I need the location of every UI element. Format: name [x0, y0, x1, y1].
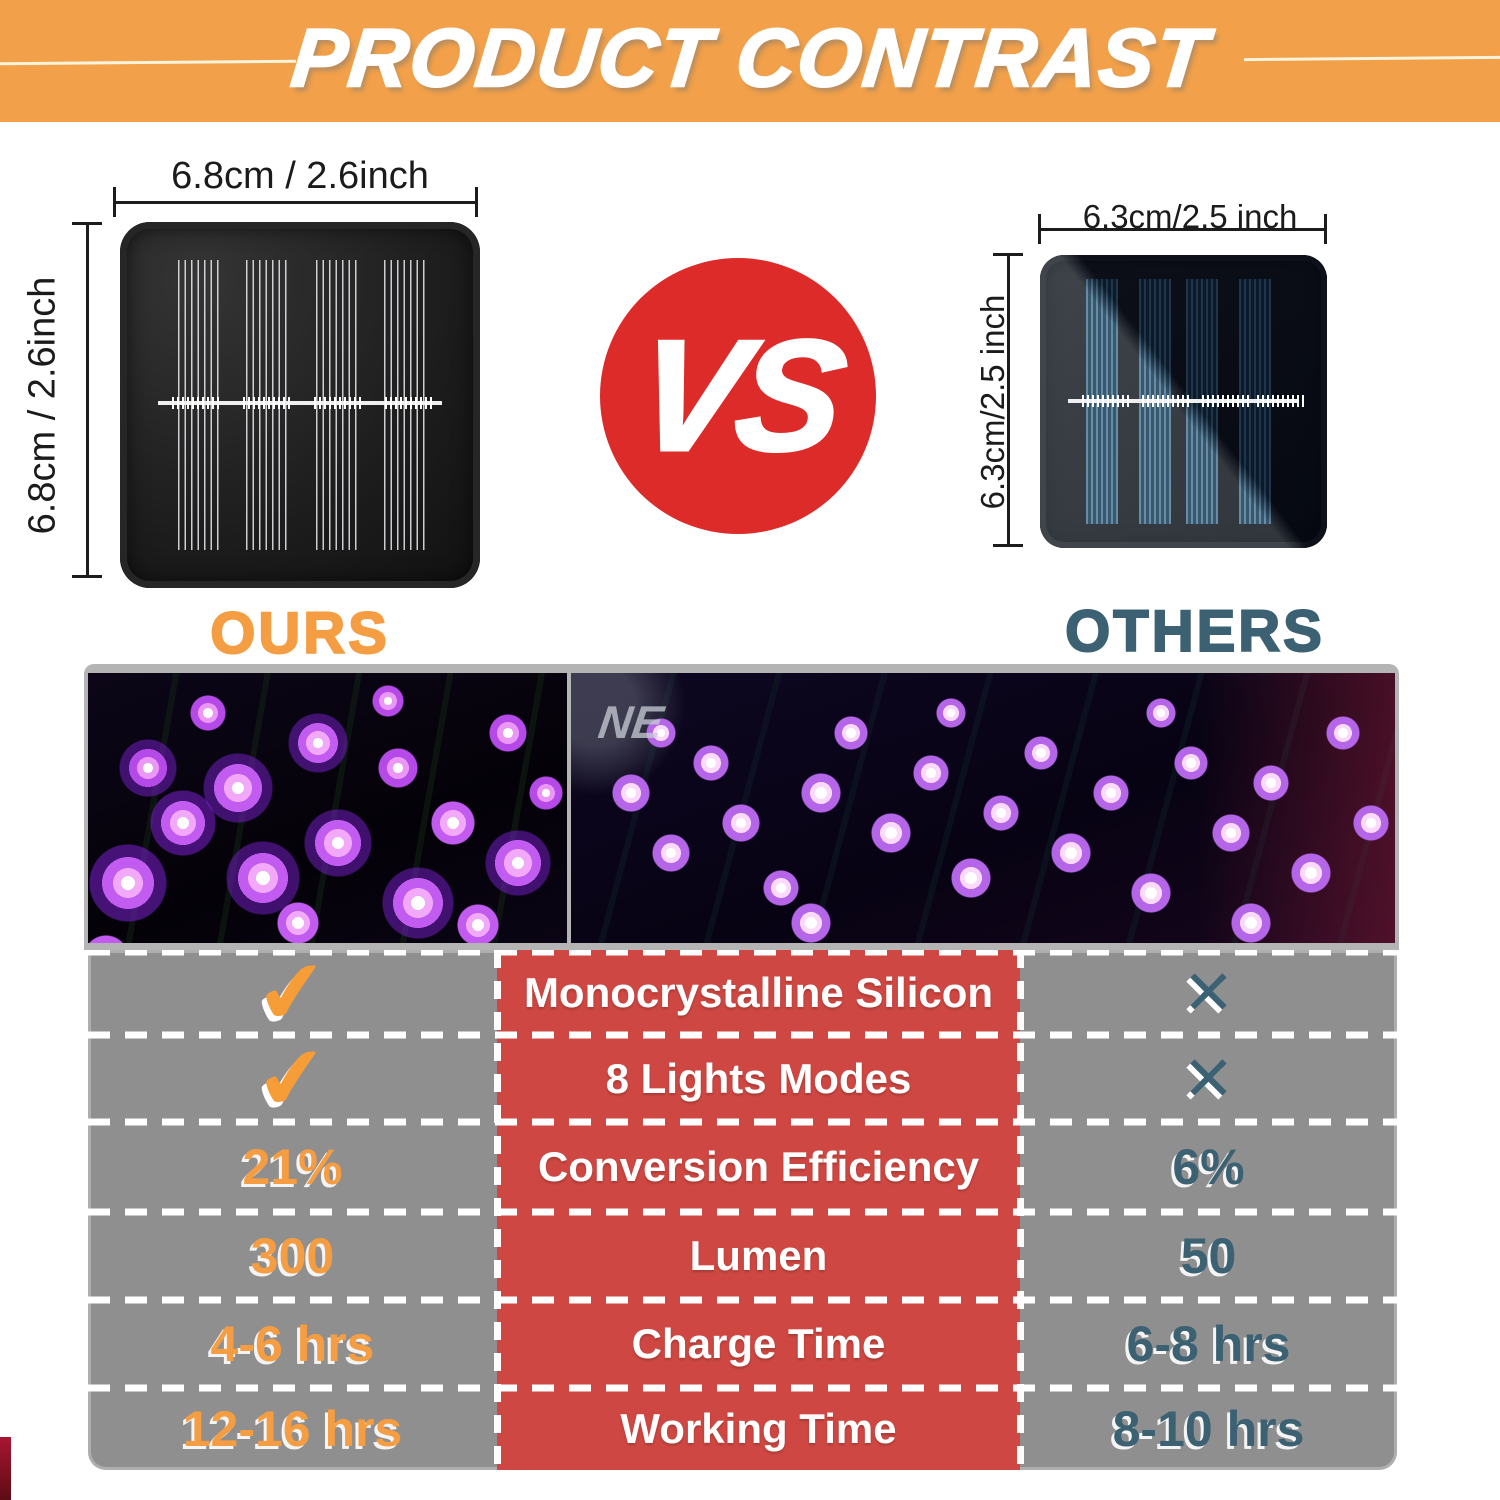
- feature-cell: Monocrystalline Silicon: [523, 968, 994, 1016]
- row-divider: [88, 1031, 1397, 1039]
- vs-text: VS: [625, 307, 852, 486]
- others-cell: 6%: [1172, 1139, 1245, 1195]
- ours-cell: 12-16 hrs: [182, 1401, 403, 1457]
- others-cell: ✕: [1020, 950, 1397, 1035]
- table-row: 4-6 hrs Charge Time 6-8 hrs: [88, 1300, 1397, 1388]
- feature-cell: Working Time: [620, 1405, 897, 1452]
- others-height-dimension-line: [993, 253, 1023, 547]
- column-divider: [1017, 950, 1024, 1470]
- ours-height-dimension-label: 6.8cm / 2.6inch: [21, 276, 64, 535]
- others-height-dimension-label: 6.3cm/2.5 inch: [974, 294, 1011, 510]
- table-row: ✔ Monocrystalline Silicon ✕: [88, 950, 1397, 1046]
- ours-width-dimension-label: 6.8cm / 2.6inch: [171, 155, 429, 197]
- row-divider: [88, 950, 1397, 956]
- table-row: 21% Conversion Efficiency 6%: [88, 1122, 1397, 1212]
- row-divider: [88, 1384, 1397, 1392]
- table-row: 300 Lumen 50: [88, 1212, 1397, 1300]
- row-divider: [88, 1118, 1397, 1126]
- ours-label: OURS: [209, 600, 390, 667]
- photo-background-text: NE: [595, 696, 667, 748]
- led-photos-strip: NE: [84, 664, 1399, 950]
- others-leds-photo: NE: [571, 673, 1395, 943]
- row-divider: [88, 1208, 1397, 1216]
- ours-cell: 300: [250, 1228, 335, 1284]
- others-cell: 8-10 hrs: [1112, 1401, 1305, 1457]
- ours-leds-photo: [88, 673, 567, 943]
- others-cell: 50: [1180, 1228, 1237, 1284]
- feature-cell: Charge Time: [631, 1320, 886, 1367]
- others-width-dimension-line: [1038, 214, 1327, 244]
- column-divider: [494, 950, 501, 1470]
- cross-icon: ✕: [1182, 1041, 1235, 1115]
- corner-image-fragment: [0, 1437, 11, 1500]
- title-banner: PRODUCT CONTRAST: [0, 0, 1500, 122]
- ours-cell: 21%: [242, 1139, 343, 1195]
- ours-solar-panel-image: [120, 222, 480, 588]
- row-divider: [88, 1296, 1397, 1304]
- others-label: OTHERS: [1064, 598, 1325, 665]
- feature-cell: Conversion Efficiency: [537, 1143, 980, 1190]
- others-solar-panel-image: [1040, 255, 1327, 548]
- table-row: 12-16 hrs Working Time 8-10 hrs: [88, 1388, 1397, 1470]
- page-title: PRODUCT CONTRAST: [286, 12, 1214, 106]
- others-cell: 6-8 hrs: [1126, 1316, 1291, 1372]
- ours-cell: ✔: [88, 1025, 497, 1132]
- ours-width-dimension-line: [113, 187, 478, 217]
- ours-height-dimension-line: [72, 222, 102, 578]
- feature-cell: 8 Lights Modes: [605, 1054, 912, 1102]
- others-cell: ✕: [1020, 1035, 1397, 1122]
- check-icon: ✔: [251, 1025, 334, 1132]
- cross-icon: ✕: [1182, 955, 1235, 1029]
- table-row: ✔ 8 Lights Modes ✕: [88, 1025, 1397, 1132]
- ours-cell: ✔: [88, 950, 497, 1046]
- solar-busbar: [158, 397, 442, 409]
- ours-cell: 4-6 hrs: [210, 1316, 375, 1372]
- solar-busbar: [1068, 395, 1306, 407]
- comparison-table: ✔ Monocrystalline Silicon ✕ ✔ 8 Lights M…: [88, 950, 1397, 1470]
- feature-cell: Lumen: [689, 1232, 828, 1279]
- vs-badge: VS: [600, 258, 876, 534]
